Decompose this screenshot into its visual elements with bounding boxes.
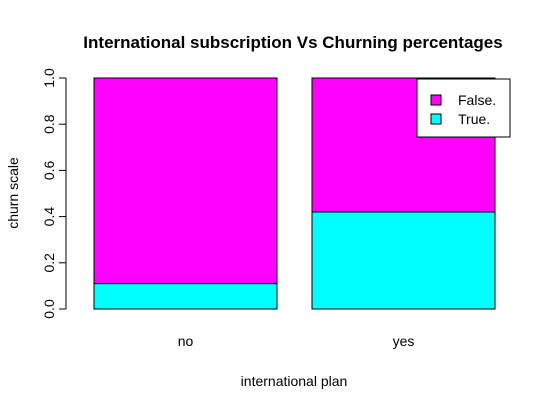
x-tick-label: no [178,333,194,349]
y-tick-label: 0.2 [41,253,57,273]
chart-title: International subscription Vs Churning p… [83,33,502,52]
y-tick-label: 0.4 [41,207,57,227]
bar-no-false [93,77,278,285]
bar-yes-true [311,211,496,310]
legend-label: True. [458,111,490,127]
bar-no-true [93,283,278,310]
x-tick-labels: no yes [178,333,415,349]
y-tick-label: 1.0 [41,68,57,88]
y-tick-label: 0.0 [41,299,57,319]
legend: False. True. [416,78,511,138]
y-axis-label: churn scale [5,157,21,229]
x-axis-label: international plan [241,373,348,389]
y-tick-label: 0.6 [41,160,57,180]
bars [93,77,496,310]
legend-label: False. [458,92,496,108]
legend-swatch [430,94,442,106]
legend-box [416,78,511,138]
y-tick-label: 0.8 [41,114,57,134]
y-axis: 0.0 0.2 0.4 0.6 0.8 1.0 [41,68,67,319]
x-tick-label: yes [393,333,415,349]
legend-swatch [430,113,442,125]
